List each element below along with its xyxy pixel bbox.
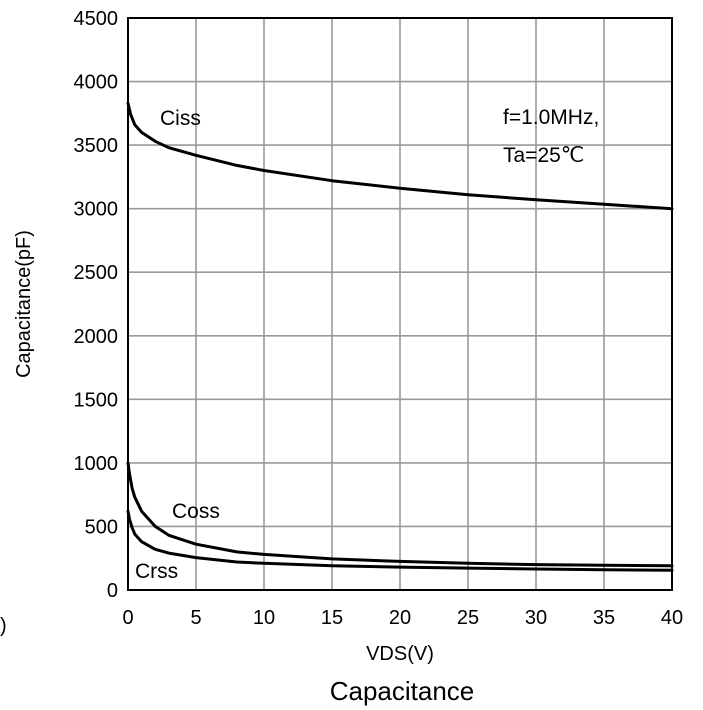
series-lines: [126, 101, 674, 572]
y-axis-label: Capacitance(pF): [13, 230, 35, 378]
x-axis-label: VDS(V): [366, 643, 434, 665]
series-line-coss: [126, 461, 674, 568]
x-tick-label-5: 25: [457, 607, 479, 629]
y-tick-label-3: 1500: [74, 389, 119, 411]
grid: [128, 18, 672, 590]
stray-paren-text: ): [0, 615, 7, 637]
x-tick-label-3: 15: [321, 607, 343, 629]
series-label-ciss: Ciss: [160, 107, 201, 130]
x-tick-label-7: 35: [593, 607, 615, 629]
y-tick-label-8: 4000: [74, 72, 119, 94]
x-tick-label-8: 40: [661, 607, 683, 629]
y-tick-label-9: 4500: [74, 8, 119, 30]
series-line-ciss: [126, 101, 674, 211]
y-tick-labels: 0 500 1000 1500 2000 2500 3000 3500 4000 4500: [74, 8, 119, 602]
y-tick-label-5: 2500: [74, 262, 119, 284]
y-tick-label-0: 0: [107, 580, 118, 602]
series-line-crss: [126, 509, 674, 572]
annotation-temperature: Ta=25℃: [503, 144, 584, 167]
x-tick-label-2: 10: [253, 607, 275, 629]
annotation-frequency: f=1.0MHz,: [503, 106, 599, 129]
x-tick-label-0: 0: [122, 607, 133, 629]
x-tick-label-4: 20: [389, 607, 411, 629]
plot-frame: [127, 17, 673, 591]
chart-caption: Capacitance: [330, 676, 475, 706]
series-label-crss: Crss: [135, 560, 178, 583]
y-tick-label-1: 500: [85, 516, 118, 538]
x-tick-label-6: 30: [525, 607, 547, 629]
y-tick-label-4: 2000: [74, 326, 119, 348]
x-tick-label-1: 5: [190, 607, 201, 629]
series-label-coss: Coss: [172, 500, 220, 523]
y-tick-label-7: 3500: [74, 135, 119, 157]
x-tick-labels: 0 5 10 15 20 25 30 35 40: [122, 607, 683, 629]
y-tick-label-2: 1000: [74, 453, 119, 475]
y-tick-label-6: 3000: [74, 199, 119, 221]
